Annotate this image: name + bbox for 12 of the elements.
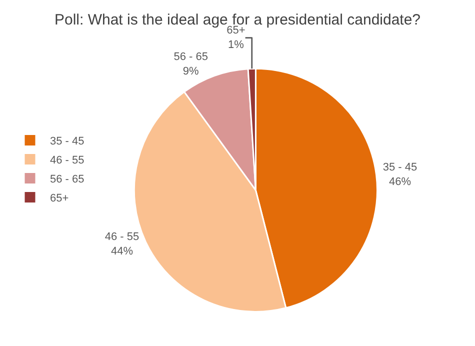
slice-label: 56 - 65 xyxy=(174,50,208,63)
legend-label: 35 - 45 xyxy=(50,135,84,148)
data-label: 46% xyxy=(388,176,412,188)
slice-label: 35 - 45 xyxy=(382,162,418,174)
legend-label: 56 - 65 xyxy=(50,173,84,186)
data-label: 44% xyxy=(111,245,134,258)
data-label: 1% xyxy=(228,38,244,51)
data-label: 9% xyxy=(182,65,199,78)
legend-label: 46 - 55 xyxy=(50,154,84,166)
legend-label: 65+ xyxy=(50,192,69,204)
slice-label: 46 - 55 xyxy=(104,231,140,244)
slice-label: 65+ xyxy=(226,24,246,37)
